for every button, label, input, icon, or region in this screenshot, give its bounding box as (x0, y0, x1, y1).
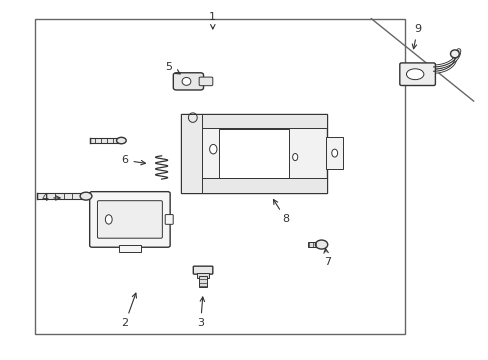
Ellipse shape (449, 50, 458, 58)
Ellipse shape (406, 69, 423, 80)
Text: 4: 4 (41, 193, 60, 203)
Bar (181, 114, 327, 193)
Text: 5: 5 (165, 62, 180, 74)
FancyBboxPatch shape (165, 215, 173, 224)
Bar (37, 193, 86, 199)
Bar (307, 242, 321, 247)
Text: 8: 8 (273, 199, 289, 224)
Bar (181, 114, 201, 193)
Ellipse shape (292, 153, 297, 161)
Ellipse shape (80, 192, 92, 200)
Ellipse shape (331, 149, 337, 157)
Ellipse shape (182, 77, 190, 85)
Ellipse shape (209, 144, 217, 154)
Bar (118, 246, 141, 252)
Bar (181, 178, 327, 193)
FancyBboxPatch shape (97, 201, 162, 238)
Text: 3: 3 (197, 297, 204, 328)
Text: 7: 7 (323, 248, 330, 267)
FancyBboxPatch shape (399, 63, 434, 86)
Text: 1: 1 (209, 12, 216, 29)
Bar (181, 114, 327, 128)
FancyBboxPatch shape (199, 77, 212, 86)
Text: 9: 9 (411, 24, 420, 49)
FancyBboxPatch shape (173, 73, 203, 90)
Bar (197, 273, 209, 278)
Text: 6: 6 (122, 155, 145, 165)
Bar (325, 137, 343, 169)
Text: 2: 2 (121, 293, 136, 328)
Ellipse shape (105, 215, 112, 224)
FancyBboxPatch shape (89, 192, 170, 247)
Bar (89, 138, 121, 143)
Ellipse shape (116, 137, 126, 144)
Ellipse shape (315, 240, 327, 249)
FancyBboxPatch shape (193, 266, 212, 274)
Bar (35, 19, 405, 334)
Bar (219, 130, 289, 178)
Bar (199, 276, 206, 287)
